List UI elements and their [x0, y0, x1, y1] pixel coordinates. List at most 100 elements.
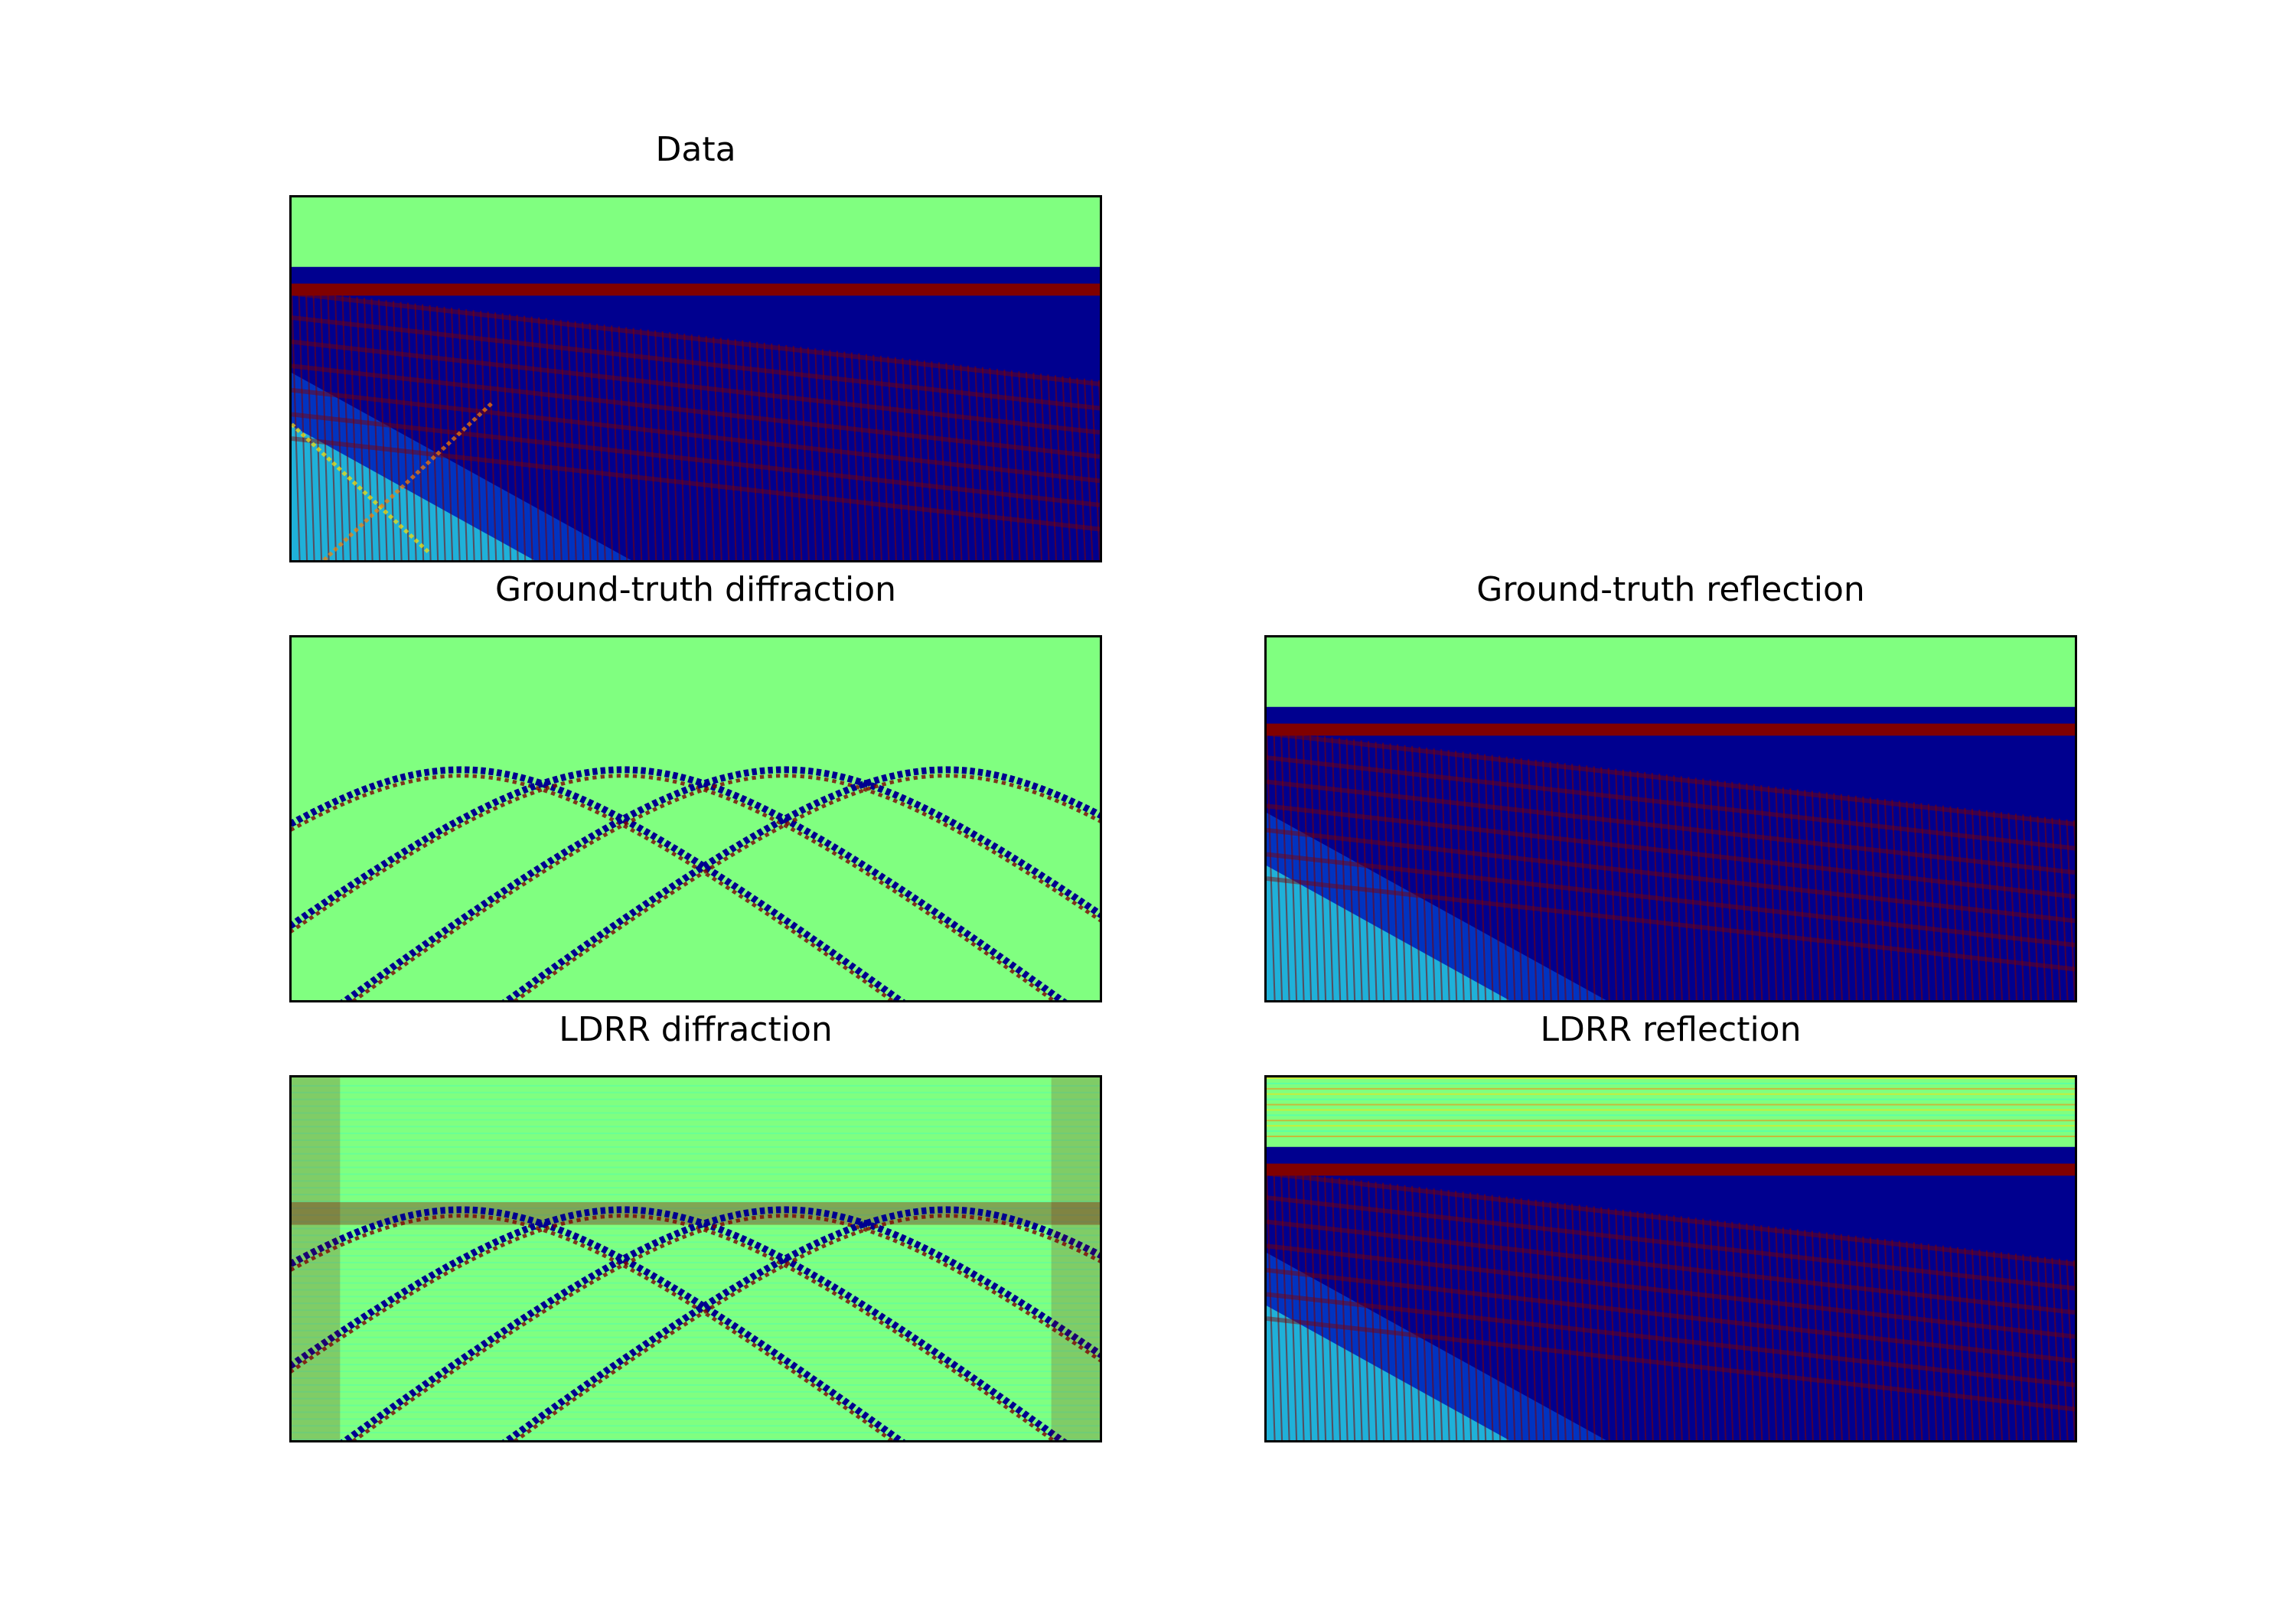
trace-stripe	[1724, 781, 1734, 1000]
trace-stripe	[451, 307, 461, 560]
noise-streak	[1267, 1082, 2075, 1084]
edge-artefact	[1051, 1077, 1100, 1440]
trace-stripe	[2051, 1257, 2062, 1440]
trace-stripe	[1331, 1177, 1342, 1440]
trace-stripe	[319, 292, 330, 560]
trace-stripe	[1694, 1217, 1705, 1440]
trace-stripe	[1323, 735, 1334, 1000]
trace-stripe	[821, 349, 832, 560]
trace-stripe	[1440, 1189, 1450, 1440]
trace-stripe	[1753, 784, 1763, 1000]
trace-stripe	[1993, 811, 2004, 1000]
trace-stripe	[1615, 1208, 1625, 1440]
trace-stripe	[1717, 780, 1727, 1000]
noise-streak	[292, 1343, 1100, 1345]
reflection-band-blue	[1267, 1146, 2075, 1164]
trace-stripe	[1702, 778, 1712, 1000]
trace-stripe	[800, 347, 810, 560]
trace-stripe	[1789, 1228, 1799, 1440]
dipping-event	[1267, 804, 2075, 899]
trace-stripe	[807, 347, 817, 560]
noise-streak	[292, 1350, 1100, 1352]
trace-stripe	[1287, 1172, 1298, 1440]
trace-stripe	[523, 315, 533, 560]
trace-stripe	[1047, 374, 1058, 560]
trace-stripe	[1368, 1181, 1378, 1440]
trace-stripe	[1542, 760, 1552, 1000]
trace-stripe	[719, 337, 730, 560]
trace-stripe	[1462, 1191, 1473, 1440]
trace-stripe	[748, 341, 759, 560]
dipping-event	[1267, 1195, 2075, 1291]
trace-stripe	[1447, 1190, 1458, 1440]
noise-streak	[292, 1384, 1100, 1386]
dipping-event	[292, 363, 1100, 459]
noise-streak	[292, 1322, 1100, 1325]
trace-stripe	[858, 353, 868, 560]
trace-stripe	[480, 311, 490, 560]
trace-stripe	[843, 351, 853, 560]
reflection-band-blue	[1267, 706, 2075, 724]
trace-stripe	[603, 324, 614, 560]
low-amplitude-wedge	[1267, 1305, 1509, 1440]
edge-artefact	[292, 1077, 341, 1440]
diffraction-hyperbola-phase	[292, 1214, 1057, 1440]
trace-stripe	[778, 344, 788, 560]
trace-stripe	[1426, 1187, 1436, 1440]
trace-stripe	[1578, 764, 1589, 1000]
trace-stripe	[1352, 739, 1363, 1000]
trace-stripe	[400, 302, 410, 560]
trace-stripe	[1971, 808, 1981, 1000]
trace-stripe	[1600, 1207, 1610, 1440]
trace-stripe	[1862, 1236, 1872, 1440]
heatmap-axes	[289, 195, 1102, 562]
panel-data: Data	[289, 130, 1102, 562]
heatmap-axes	[1264, 1075, 2077, 1442]
noise-streak	[292, 1207, 1100, 1209]
heatmap-axes	[289, 635, 1102, 1002]
noise-streak	[292, 1296, 1100, 1298]
trace-stripe	[1629, 1210, 1639, 1440]
noise-streak	[292, 1371, 1100, 1373]
trace-stripe	[1709, 1219, 1720, 1440]
trace-stripe	[1877, 798, 1887, 1000]
noise-streak	[292, 1241, 1100, 1244]
diffraction-hyperbola-phase	[351, 774, 1100, 1000]
trace-stripe	[698, 335, 708, 560]
trace-stripe	[1513, 1197, 1523, 1440]
trace-stripe	[443, 306, 454, 560]
trace-stripe	[1302, 733, 1313, 1000]
noise-streak	[1267, 1120, 2075, 1122]
trace-stripe	[1825, 1232, 1836, 1440]
trace-stripe	[1717, 1220, 1727, 1440]
noise-streak	[292, 1316, 1100, 1319]
dipping-event	[292, 339, 1100, 435]
trace-stripe	[894, 357, 905, 560]
reflection-band-red	[1267, 723, 2075, 736]
dipping-event	[292, 387, 1100, 484]
trace-stripe	[1913, 802, 1923, 1000]
trace-stripe	[370, 298, 381, 560]
trace-stripe	[1397, 1184, 1407, 1440]
trace-stripe	[501, 313, 512, 560]
dipping-event	[1267, 1171, 2075, 1266]
trace-stripe	[2000, 812, 2011, 1000]
dipping-event	[1267, 852, 2075, 947]
trace-stripe	[1833, 1233, 1843, 1440]
noise-streak	[292, 1214, 1100, 1216]
trace-stripe	[1469, 752, 1479, 1000]
trace-stripe	[1985, 1250, 1996, 1440]
trace-stripe	[1469, 1192, 1479, 1440]
trace-stripe	[487, 311, 497, 560]
trace-stripe	[1789, 788, 1799, 1000]
trace-stripe	[981, 367, 992, 560]
trace-stripe	[908, 359, 919, 560]
trace-stripe	[1804, 1230, 1814, 1440]
trace-stripe	[1476, 1193, 1487, 1440]
trace-stripe	[1709, 779, 1720, 1000]
diffraction-hyperbola-phase	[292, 774, 1057, 1000]
trace-stripe	[1680, 776, 1691, 1000]
panel-gt-diffraction: Ground-truth diffraction	[289, 570, 1102, 1002]
trace-stripe	[1309, 1174, 1319, 1440]
noise-streak	[292, 1126, 1100, 1128]
